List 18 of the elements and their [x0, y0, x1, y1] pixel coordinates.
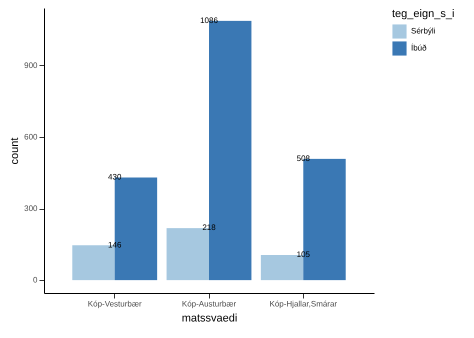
data-label: 508 [296, 154, 311, 163]
y-axis-title: count [9, 138, 22, 164]
x-tick-label: Kóp-Vesturbær [88, 300, 142, 308]
data-label: 1086 [200, 16, 218, 25]
data-label: 218 [202, 223, 216, 232]
legend-label: Íbúð [411, 44, 428, 52]
x-tick-label: Kóp-Hjallar,Smárar [269, 300, 338, 308]
data-label: 430 [108, 172, 122, 182]
y-tick-label: 0 [33, 276, 38, 285]
x-tick-label: Kóp-Austurbær [182, 300, 236, 308]
legend-label: Sérbýli [411, 26, 436, 36]
x-axis-title: matssvaedi [182, 312, 238, 324]
data-label: 105 [296, 250, 311, 260]
legend-title: teg_eign_s_i [392, 8, 454, 20]
data-label: 146 [108, 240, 122, 250]
y-tick-label: 300 [24, 204, 38, 214]
y-tick-label: 900 [24, 60, 38, 70]
y-tick-label: 600 [24, 132, 38, 142]
